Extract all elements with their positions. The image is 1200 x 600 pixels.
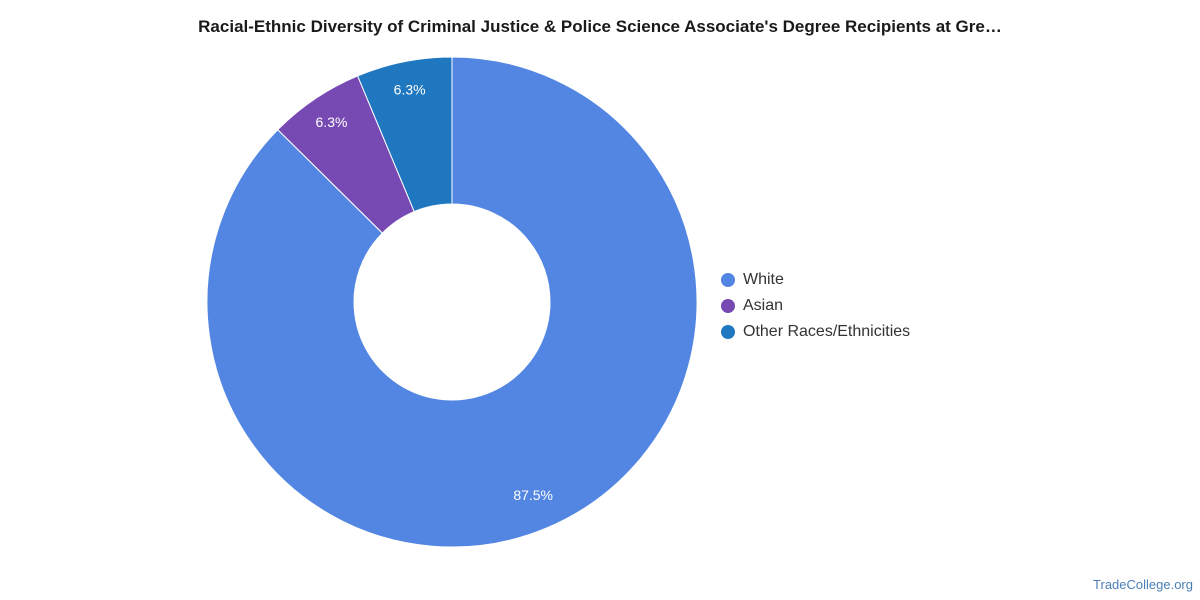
- legend: White Asian Other Races/Ethnicities: [721, 267, 910, 345]
- slice-label-other-races-ethnicities: 6.3%: [394, 81, 426, 97]
- watermark[interactable]: TradeCollege.org: [1093, 577, 1193, 592]
- slice-label-white: 87.5%: [513, 487, 553, 503]
- legend-item-other-races-ethnicities[interactable]: Other Races/Ethnicities: [721, 319, 910, 345]
- legend-label-asian: Asian: [743, 297, 784, 314]
- slice-other-races-ethnicities[interactable]: [356, 56, 453, 213]
- legend-swatch-other-races-ethnicities: [721, 325, 735, 339]
- legend-label-other-races-ethnicities: Other Races/Ethnicities: [743, 323, 911, 340]
- slice-label-asian: 6.3%: [316, 114, 348, 130]
- legend-item-asian[interactable]: Asian: [721, 293, 910, 319]
- legend-swatch-white: [721, 273, 735, 287]
- legend-label-white: White: [743, 271, 784, 288]
- legend-item-white[interactable]: White: [721, 267, 910, 293]
- legend-swatch-asian: [721, 299, 735, 313]
- chart-title: Racial-Ethnic Diversity of Criminal Just…: [198, 17, 1002, 36]
- slice-white[interactable]: [206, 56, 698, 548]
